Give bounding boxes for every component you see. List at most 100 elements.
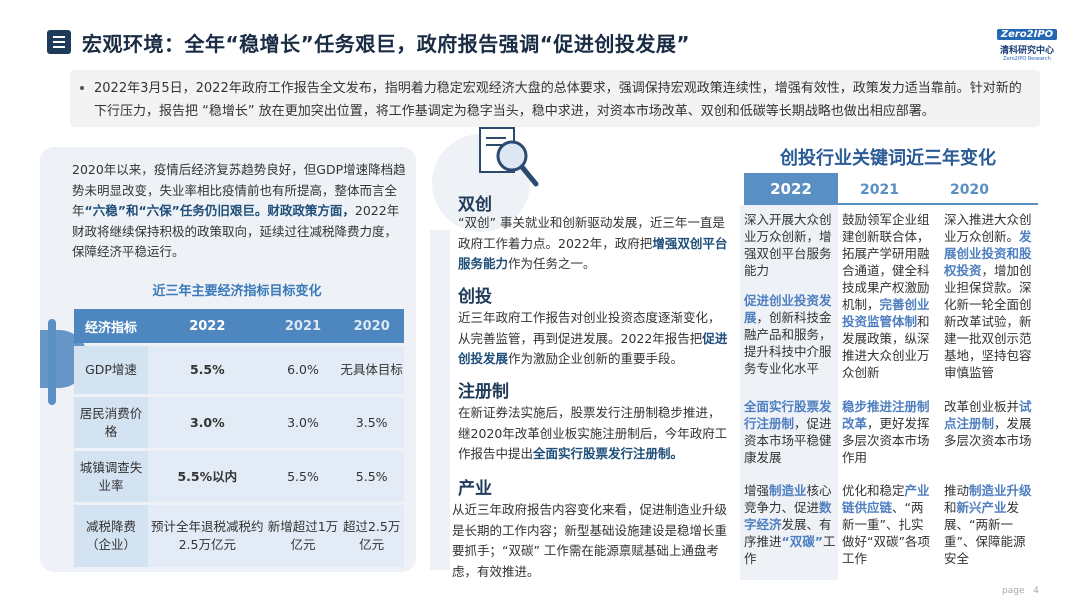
keyword-highlight: 稳步推进注册制改革 bbox=[842, 399, 930, 431]
keyword-highlight: 数字经济 bbox=[744, 500, 832, 532]
table-header: 2021 bbox=[266, 309, 340, 343]
macro-text-2: 2022年财政将继续保持积极的政策取向，延续过往减税降费力度，保障经济平稳运行。 bbox=[72, 203, 400, 259]
section-title-zhucezhi: 注册制 bbox=[458, 382, 509, 402]
section-highlight: 全面实行股票发行注册制。 bbox=[533, 446, 684, 461]
section-text: 在新证券法实施后，股票发行注册制稳步推进，继2020年改革创业板实施注册制后，今… bbox=[458, 405, 728, 461]
keyword-2021-row3: 稳步推进注册制改革，更好发挥多层次资本市场作用 bbox=[842, 398, 934, 466]
page-num: 4 bbox=[1033, 586, 1039, 596]
middle-side-strip bbox=[430, 230, 450, 570]
year-tab-2020: 2020 bbox=[950, 182, 989, 198]
keyword-text: 增强双创平台服务能力 bbox=[744, 229, 832, 278]
logo-mark: Zero2IPO bbox=[996, 29, 1058, 40]
section-highlight: 促进创投发展 bbox=[458, 330, 728, 367]
keyword-text: 发展、“两新一重”、保障能源安全 bbox=[944, 500, 1026, 566]
keyword-2020-row4: 推动制造业升级和新兴产业发展、“两新一重”、保障能源安全 bbox=[944, 482, 1036, 567]
table-cell: 减税降费（企业） bbox=[74, 505, 148, 567]
table-cell: 5.5% bbox=[148, 346, 267, 394]
year-divider-line bbox=[838, 203, 1038, 205]
page-label: page bbox=[1002, 586, 1025, 596]
keyword-2021-row4: 优化和稳定产业链供应链、“两新一重”、扎实做好“双碳”各项工作 bbox=[842, 482, 934, 567]
section-text: 作为激励企业创新的重要手段。 bbox=[508, 351, 684, 366]
keyword-text: 发展、有序推进 bbox=[744, 517, 832, 549]
macro-text-1: 2020年以来，疫情后经济复苏趋势良好，但GDP增速降档趋势未明显改变，失业率相… bbox=[72, 162, 406, 218]
keyword-text: 鼓励领军企业组建创新联合体，拓展产学研用融合通道，健全科技成果产权激励机制， bbox=[842, 212, 930, 312]
table-cell: 5.5% bbox=[266, 451, 340, 502]
intro-banner: 2022年3月5日，2022年政府工作报告全文发布，指明着力稳定宏观经济大盘的总… bbox=[70, 70, 1040, 127]
keyword-text: 、“两新一重”、扎实做好“双碳”各项工作 bbox=[842, 500, 930, 566]
section-title-shuangchuang: 双创 bbox=[458, 195, 492, 215]
logo: Zero2IPO 清科研究中心 Zero2IPO Research bbox=[996, 22, 1058, 62]
keyword-text: 和 bbox=[944, 500, 957, 515]
magnifier-document-icon bbox=[479, 127, 539, 187]
keyword-highlight: 制造业 bbox=[769, 483, 807, 498]
table-row: 居民消费价格 3.0% 3.0% 3.5% bbox=[74, 397, 404, 448]
keyword-title: 创投行业关键词近三年变化 bbox=[780, 148, 996, 169]
keyword-text: 核心竞争力、促进 bbox=[744, 483, 832, 515]
keyword-text: ，促进资本市场平稳健康发展 bbox=[744, 416, 832, 465]
table-header-row: 经济指标 2022 2021 2020 bbox=[74, 309, 404, 343]
table-row: GDP增速 5.5% 6.0% 无具体目标 bbox=[74, 346, 404, 394]
year-tab-2021: 2021 bbox=[860, 182, 899, 198]
keyword-text: ，更好发挥多层次资本市场作用 bbox=[842, 416, 930, 465]
indicator-table: 经济指标 2022 2021 2020 GDP增速 5.5% 6.0% 无具体目… bbox=[74, 306, 404, 570]
keyword-2022-row2: 促进创业投资发展，创新科技金融产品和服务，提升科技中介服务专业化水平 bbox=[744, 292, 836, 377]
table-cell: 3.0% bbox=[266, 397, 340, 448]
keyword-highlight: 新兴产业 bbox=[956, 500, 1007, 515]
column-2022-background bbox=[740, 205, 838, 580]
macro-paragraph: 2020年以来，疫情后经济复苏趋势良好，但GDP增速降档趋势未明显改变，失业率相… bbox=[72, 160, 408, 263]
table-cell: 3.0% bbox=[148, 397, 267, 448]
keyword-text: ，增加创业担保贷款。深化新一轮全面创新改革试验，新建一批双创示范基地，坚持包容审… bbox=[944, 263, 1032, 380]
table-cell: 超过2.5万亿元 bbox=[339, 505, 404, 567]
keyword-2022-row4: 增强制造业核心竞争力、促进数字经济发展、有序推进“双碳”工作 bbox=[744, 482, 836, 567]
keyword-text: 深入开展大众创业万众创新， bbox=[744, 212, 832, 244]
table-cell: 新增超过1万亿元 bbox=[266, 505, 340, 567]
keyword-highlight: 促进创业投资发展 bbox=[744, 293, 832, 325]
table-cell: 预计全年退税减税约2.5万亿元 bbox=[148, 505, 267, 567]
keyword-highlight: 试点注册制 bbox=[944, 399, 1032, 431]
section-text-zhucezhi: 在新证券法实施后，股票发行注册制稳步推进，继2020年改革创业板实施注册制后，今… bbox=[458, 403, 730, 465]
table-cell: 城镇调查失业率 bbox=[74, 451, 148, 502]
section-text-chanye: 从近三年政府报告内容变化来看，促进制造业升级是长期的工作内容；新型基础设施建设是… bbox=[452, 502, 728, 579]
bullet-icon bbox=[80, 86, 84, 90]
table-title: 近三年主要经济指标目标变化 bbox=[152, 284, 322, 299]
section-title-chanye: 产业 bbox=[458, 479, 492, 499]
intro-text: 2022年3月5日，2022年政府工作报告全文发布，指明着力稳定宏观经济大盘的总… bbox=[94, 81, 1022, 119]
keyword-highlight: 产业链供应链 bbox=[842, 483, 930, 515]
keyword-text: 深入推进大众创业万众创新。 bbox=[944, 212, 1032, 244]
section-text-chuangtou: 近三年政府工作报告对创业投资态度逐渐变化，从完善监管，再到促进发展。2022年报… bbox=[458, 308, 730, 370]
section-text: 作为任务之一。 bbox=[508, 256, 596, 271]
menu-icon bbox=[47, 30, 71, 54]
keyword-text: 推动 bbox=[944, 483, 970, 498]
section-text: “双创” 事关就业和创新驱动发展，近三年一直是政府工作着力点。2022年，政府把 bbox=[458, 215, 725, 251]
keyword-2021-row1: 鼓励领军企业组建创新联合体，拓展产学研用融合通道，健全科技成果产权激励机制，完善… bbox=[842, 211, 934, 381]
section-highlight: 增强双创平台服务能力 bbox=[458, 235, 728, 272]
page-number: page 4 bbox=[1002, 586, 1039, 596]
keyword-highlight: 发展创业投资和股权投资 bbox=[944, 229, 1032, 278]
logo-name: 清科研究中心 bbox=[999, 46, 1054, 56]
keyword-text: 增强 bbox=[744, 483, 770, 498]
keyword-2022-row3: 全面实行股票发行注册制，促进资本市场平稳健康发展 bbox=[744, 398, 836, 466]
keyword-2022-row1: 深入开展大众创业万众创新，增强双创平台服务能力 bbox=[744, 211, 836, 279]
decorative-bar bbox=[48, 319, 56, 405]
macro-highlight-2: 任务仍旧艰巨。财政政策方面， bbox=[179, 203, 355, 218]
keyword-text: ，创新科技金融产品和服务，提升科技中介服务专业化水平 bbox=[744, 310, 832, 376]
section-text-shuangchuang: “双创” 事关就业和创新驱动发展，近三年一直是政府工作着力点。2022年，政府把… bbox=[458, 213, 730, 275]
keyword-highlight: 完善创业投资监管体制 bbox=[842, 297, 930, 329]
table-header: 2022 bbox=[148, 309, 267, 343]
keyword-2020-row3: 改革创业板并试点注册制，发展多层次资本市场 bbox=[944, 398, 1036, 449]
macro-highlight-1: “六稳”和“六保” bbox=[84, 203, 180, 218]
table-cell: GDP增速 bbox=[74, 346, 148, 394]
keyword-highlight: 全面实行股票发行注册制 bbox=[744, 399, 832, 431]
section-text: 近三年政府工作报告对创业投资态度逐渐变化，从完善监管，再到促进发展。2022年报… bbox=[458, 310, 721, 346]
keyword-highlight: 制造业升级 bbox=[969, 483, 1032, 498]
table-row: 城镇调查失业率 5.5%以内 5.5% 5.5% bbox=[74, 451, 404, 502]
keyword-text: 和发展政策，纵深推进大众创业万众创新 bbox=[842, 314, 930, 380]
keyword-text: ，发展多层次资本市场 bbox=[944, 416, 1032, 448]
page-title: 宏观环境：全年“稳增长”任务艰巨，政府报告强调“促进创投发展” bbox=[82, 32, 691, 56]
table-header: 经济指标 bbox=[74, 309, 148, 343]
table-cell: 5.5% bbox=[339, 451, 404, 502]
table-cell: 5.5%以内 bbox=[148, 451, 267, 502]
year-tab-2022: 2022 bbox=[744, 173, 838, 205]
keyword-text: 工作 bbox=[744, 534, 836, 566]
table-cell: 无具体目标 bbox=[339, 346, 404, 394]
